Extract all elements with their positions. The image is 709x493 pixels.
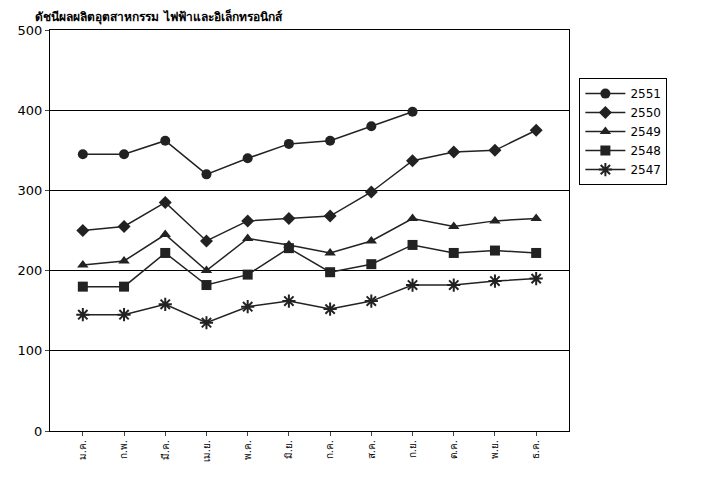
svg-text:0: 0	[34, 424, 42, 439]
svg-text:2550: 2550	[630, 106, 661, 120]
svg-text:2547: 2547	[630, 163, 661, 177]
svg-text:มี.ค.: มี.ค.	[160, 440, 171, 460]
svg-text:ม.ค.: ม.ค.	[77, 440, 88, 460]
svg-text:2548: 2548	[630, 144, 661, 158]
svg-text:ก.ค.: ก.ค.	[324, 440, 335, 459]
svg-text:500: 500	[18, 23, 43, 38]
svg-text:2551: 2551	[630, 87, 661, 101]
svg-text:ดัชนีผลผลิตอุตสาหกรรม ไฟฟ้าและ: ดัชนีผลผลิตอุตสาหกรรม ไฟฟ้าและอิเล็กทรอน…	[35, 9, 282, 25]
svg-text:พ.ค.: พ.ค.	[242, 440, 253, 460]
svg-text:400: 400	[18, 103, 43, 118]
svg-text:มิ.ย.: มิ.ย.	[283, 440, 294, 459]
svg-text:300: 300	[18, 183, 43, 198]
svg-text:พ.ย.: พ.ย.	[489, 440, 500, 459]
svg-text:ก.พ.: ก.พ.	[118, 440, 129, 459]
svg-text:100: 100	[18, 343, 43, 358]
svg-text:ก.ย.: ก.ย.	[407, 440, 418, 458]
svg-text:ส.ค.: ส.ค.	[366, 440, 377, 459]
svg-text:เม.ย.: เม.ย.	[201, 440, 212, 462]
svg-text:ธ.ค.: ธ.ค.	[530, 440, 541, 459]
svg-text:ต.ค.: ต.ค.	[448, 440, 459, 459]
svg-text:2549: 2549	[630, 125, 661, 139]
svg-text:200: 200	[18, 263, 43, 278]
